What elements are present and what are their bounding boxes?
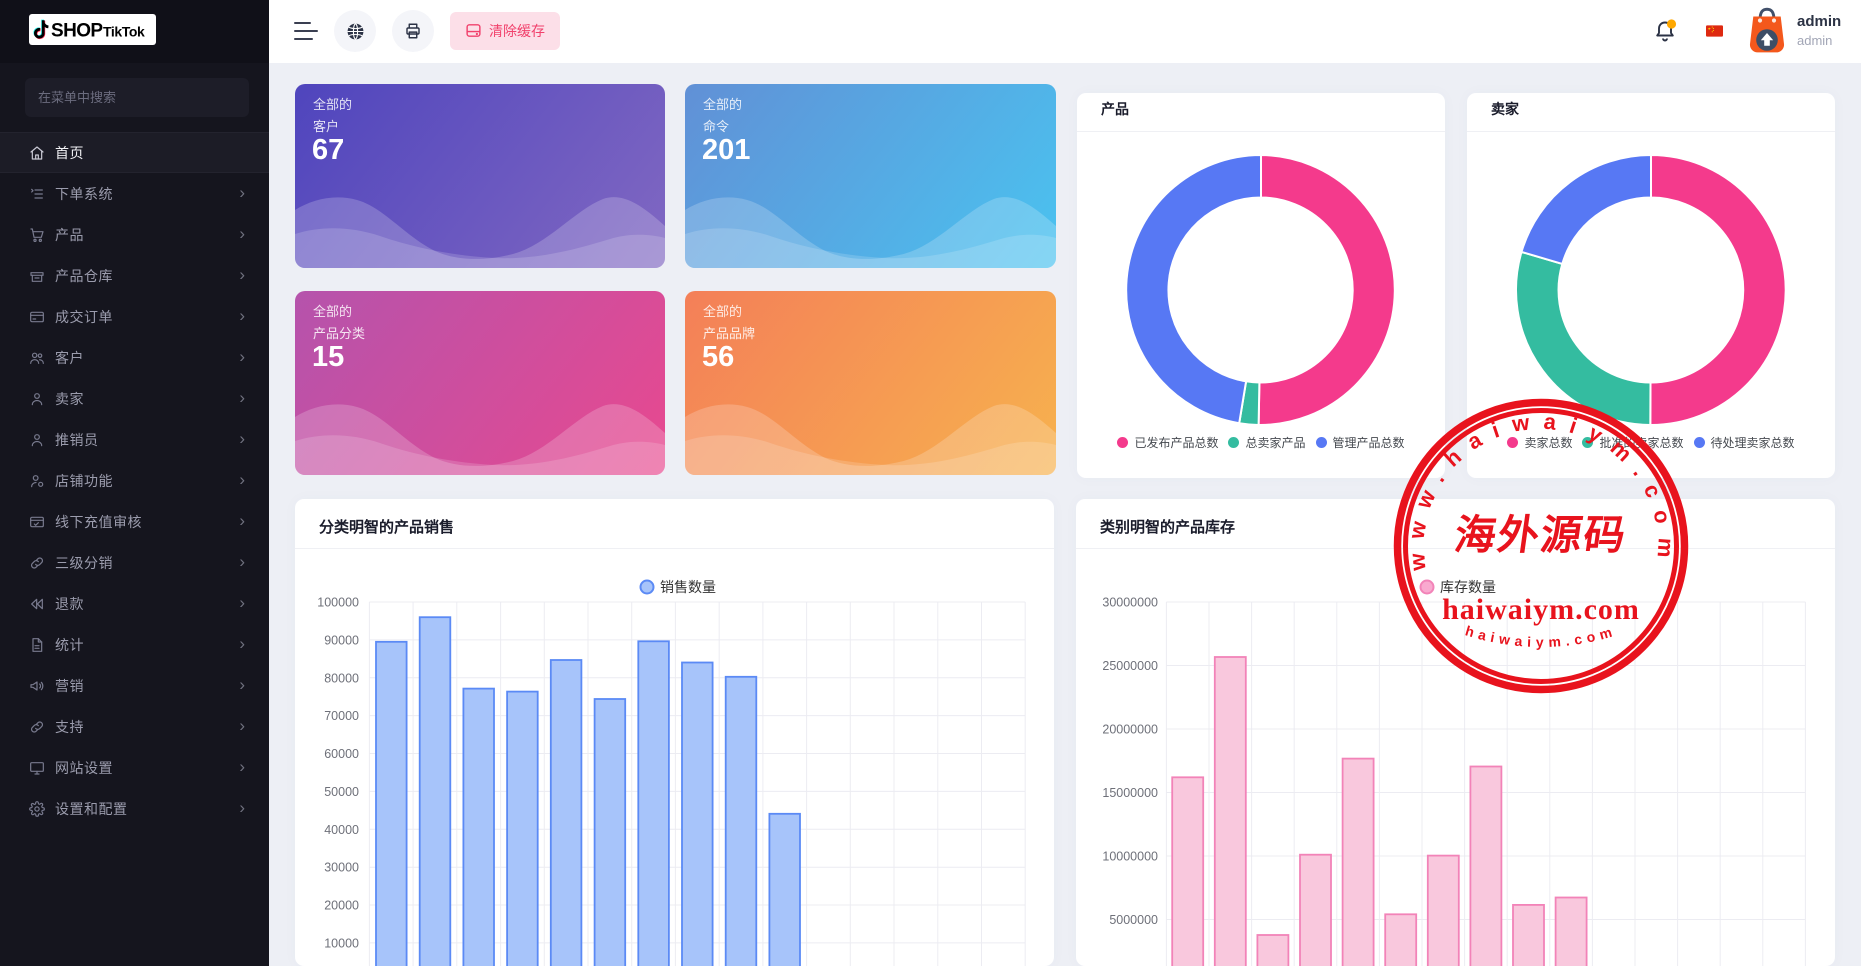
svg-text:40000: 40000 — [324, 823, 359, 837]
svg-text:15000000: 15000000 — [1102, 786, 1158, 800]
svg-text:70000: 70000 — [324, 709, 359, 723]
svg-text:50000: 50000 — [324, 785, 359, 799]
svg-text:25000000: 25000000 — [1102, 659, 1158, 673]
svg-text:库存数量: 库存数量 — [1440, 579, 1496, 595]
svg-text:10000000: 10000000 — [1102, 850, 1158, 864]
svg-text:60000: 60000 — [324, 747, 359, 761]
svg-text:销售数量: 销售数量 — [660, 579, 716, 595]
svg-text:80000: 80000 — [324, 671, 359, 685]
svg-text:SHOP: SHOP — [51, 20, 103, 41]
svg-text:30000000: 30000000 — [1102, 596, 1158, 610]
svg-text:20000000: 20000000 — [1102, 723, 1158, 737]
svg-text:TikTok: TikTok — [103, 23, 145, 39]
svg-text:10000: 10000 — [324, 936, 359, 950]
svg-text:30000: 30000 — [324, 861, 359, 875]
svg-text:5000000: 5000000 — [1109, 913, 1158, 927]
svg-text:90000: 90000 — [324, 633, 359, 647]
svg-text:20000: 20000 — [324, 899, 359, 913]
svg-text:100000: 100000 — [317, 596, 359, 610]
